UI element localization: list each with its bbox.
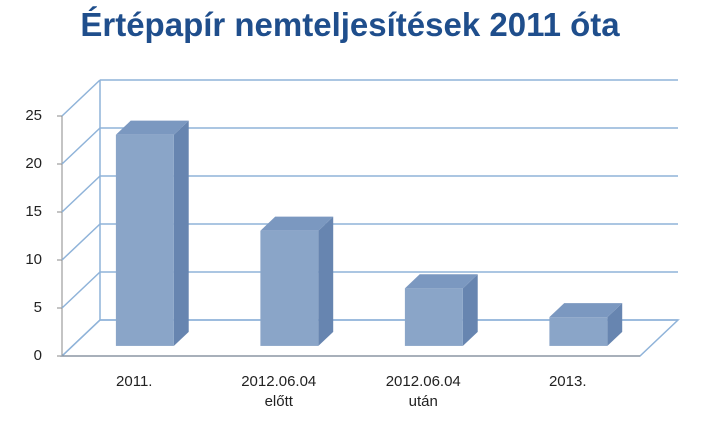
bar (260, 230, 319, 346)
bar-side (318, 216, 334, 346)
grid-line (61, 79, 101, 117)
grid-line (61, 319, 101, 357)
grid-line (61, 271, 101, 309)
bar-top (115, 120, 189, 135)
y-tick-label: 0 (34, 347, 42, 364)
grid-line (61, 127, 101, 165)
y-tick-label: 15 (25, 203, 42, 220)
bar-side (607, 303, 623, 346)
x-tick-label: 2013. (548, 373, 587, 390)
bar-top (404, 274, 478, 289)
bar-top (260, 216, 334, 231)
grid-line (61, 175, 101, 213)
chart-title: Értépapír nemteljesítések 2011 óta (80, 6, 620, 43)
y-tick-label: 20 (25, 155, 42, 172)
x-tick-label: 2011. (116, 373, 153, 390)
y-tick-label: 10 (25, 251, 42, 268)
x-tick-label: 2012.06.04 előtt (241, 373, 317, 410)
x-tick-label: 2012.06.04 után (385, 373, 461, 410)
bar (115, 134, 174, 346)
bar-side (173, 120, 189, 346)
grid-line (61, 223, 101, 261)
bar (549, 317, 608, 346)
bar-top (549, 303, 623, 318)
back-wall (100, 80, 678, 320)
y-tick-label: 25 (25, 107, 42, 124)
bar (404, 288, 463, 346)
y-tick-label: 5 (34, 299, 42, 316)
bar-side (462, 274, 478, 346)
